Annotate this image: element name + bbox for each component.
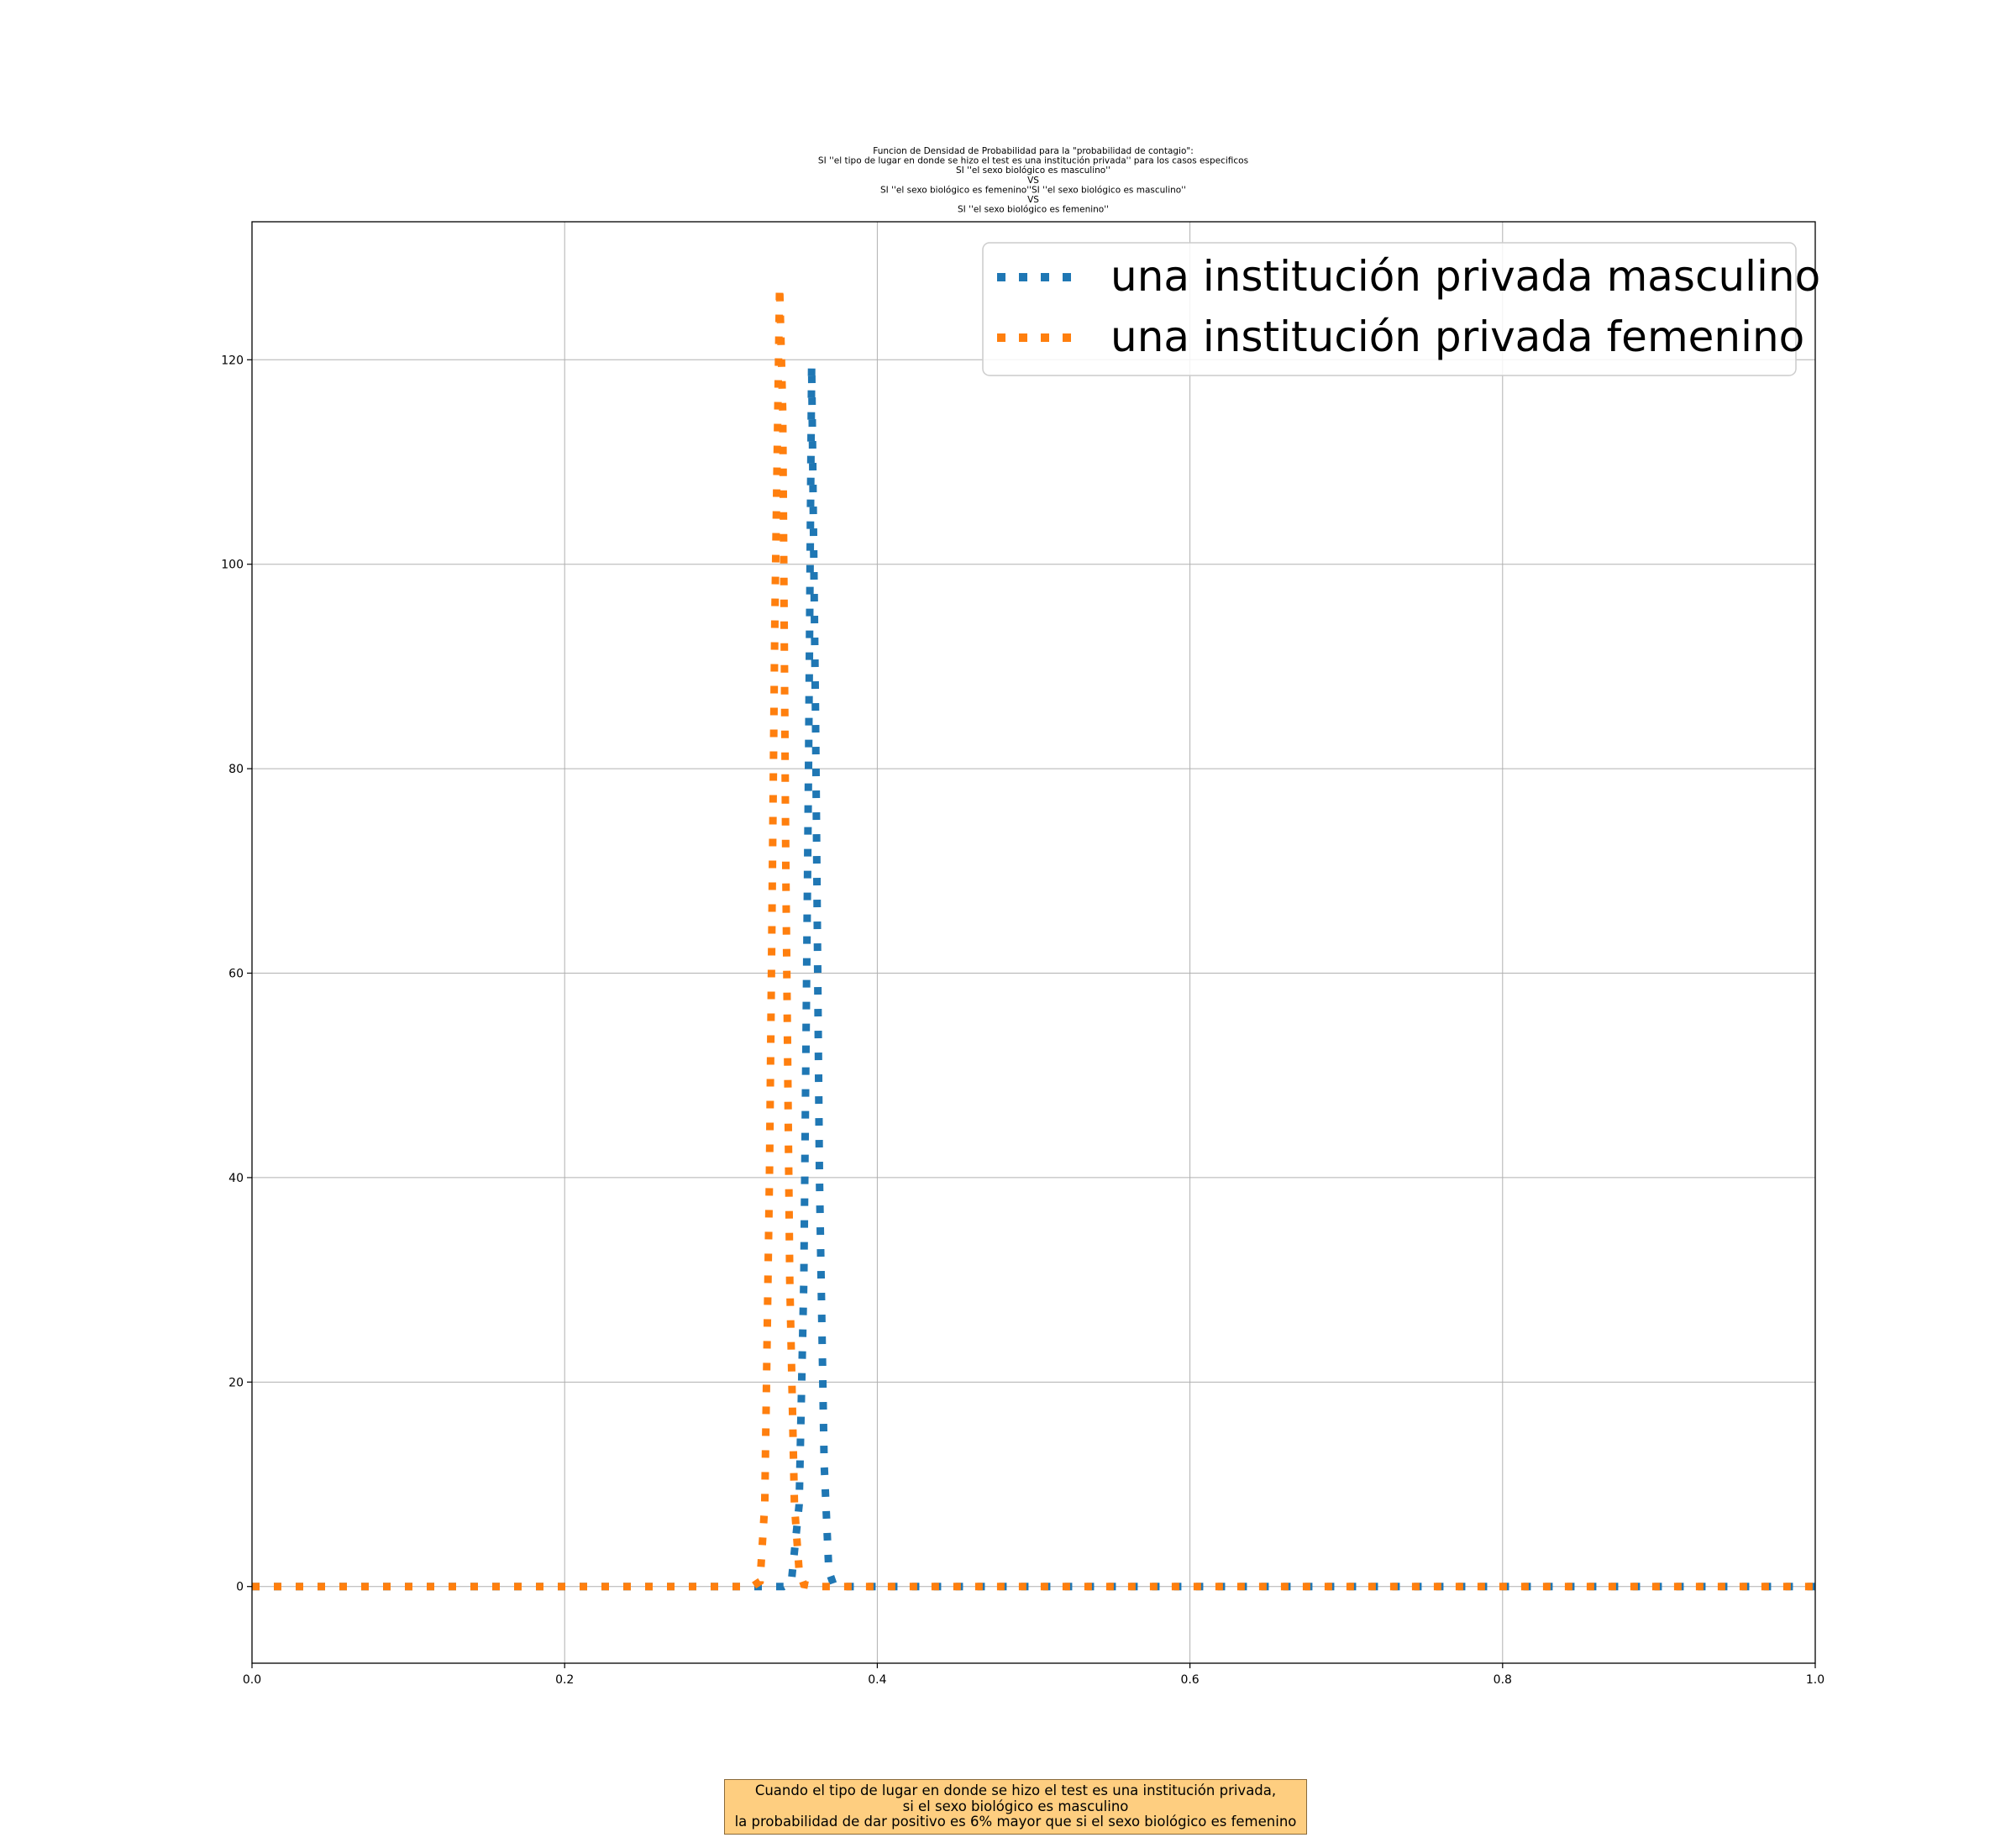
- y-tick-label: 40: [228, 1172, 244, 1185]
- x-tick-label: 0.4: [868, 1673, 886, 1687]
- series-line-masculino: [252, 365, 1815, 1591]
- title-line-2: SI ''el tipo de lugar en donde se hizo e…: [818, 156, 1248, 166]
- y-tick-label: 80: [228, 763, 244, 776]
- plot-frame: [251, 221, 1816, 1664]
- x-axis-ticks: 0.0 0.2 0.4 0.6 0.8 1.0: [243, 1663, 1824, 1687]
- title-line-7: SI ''el sexo biológico es femenino'': [958, 205, 1109, 215]
- y-tick-label: 0: [236, 1581, 244, 1594]
- grid-lines: [251, 222, 1816, 1663]
- legend: una institución privada masculino una ins…: [982, 242, 1820, 376]
- title-line-6: VS: [1027, 195, 1039, 205]
- y-tick-label: 100: [221, 559, 244, 572]
- annotation-line-2: si el sexo biológico es masculino: [902, 1798, 1129, 1814]
- legend-label-femenino: una institución privada femenino: [1110, 312, 1804, 361]
- y-tick-label: 60: [228, 968, 244, 981]
- title-line-5: SI ''el sexo biológico es femenino''SI '…: [880, 185, 1186, 195]
- x-tick-label: 0.2: [555, 1673, 574, 1687]
- series-line-femenino: [252, 286, 1815, 1591]
- y-tick-label: 120: [221, 354, 244, 367]
- legend-label-masculino: una institución privada masculino: [1110, 252, 1820, 301]
- x-tick-label: 0.6: [1180, 1673, 1199, 1687]
- annotation-box: Cuando el tipo de lugar en donde se hizo…: [724, 1779, 1307, 1835]
- annotation-line-1: Cuando el tipo de lugar en donde se hizo…: [754, 1782, 1277, 1798]
- y-tick-label: 20: [228, 1376, 244, 1389]
- x-tick-label: 0.8: [1494, 1673, 1512, 1687]
- x-tick-label: 1.0: [1806, 1673, 1824, 1687]
- legend-box: [982, 242, 1797, 376]
- title-line-4: VS: [1027, 176, 1039, 186]
- title-line-1: Funcion de Densidad de Probabilidad para…: [873, 146, 1194, 156]
- x-tick-label: 0.0: [243, 1673, 261, 1687]
- annotation-line-3: la probabilidad de dar positivo es 6% ma…: [734, 1814, 1297, 1830]
- title-line-3: SI ''el sexo biológico es masculino'': [956, 165, 1110, 176]
- chart-title: Funcion de Densidad de Probabilidad para…: [818, 146, 1248, 215]
- series-lines: [252, 286, 1815, 1591]
- y-axis-ticks: 0 20 40 60 80 100 120: [221, 354, 252, 1594]
